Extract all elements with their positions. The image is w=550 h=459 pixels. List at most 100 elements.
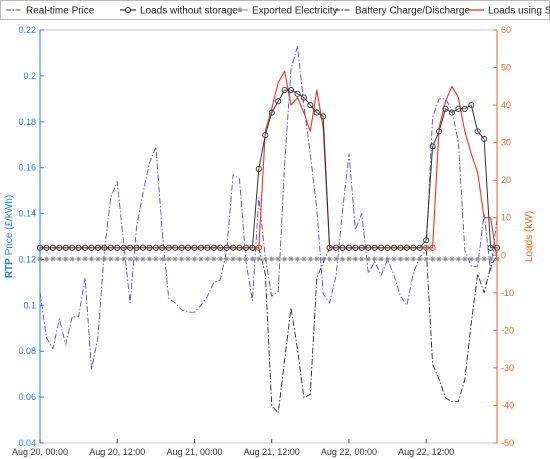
right-tick-label: -10 (501, 288, 514, 298)
exported-marker-d2 (250, 256, 255, 262)
loads-no-storage-point (416, 244, 423, 251)
exported-marker-d2 (198, 256, 203, 262)
legend-marker (124, 6, 132, 14)
left-tick-label: 0.04 (18, 438, 36, 448)
exported-point (237, 256, 243, 262)
loads-no-storage-point (481, 135, 488, 142)
exported-marker-d2 (488, 256, 493, 262)
exported-marker-d2 (379, 256, 384, 262)
exported-point (262, 256, 268, 262)
exported-marker-d2 (340, 256, 345, 262)
exported-point (288, 256, 294, 262)
exported-marker-d2 (295, 256, 300, 262)
loads-no-storage-point (262, 132, 269, 139)
exported-point (346, 256, 352, 262)
x-tick-label: Aug 22, 00:00 (321, 447, 377, 457)
exported-marker-d2 (366, 256, 371, 262)
exported-point (166, 256, 172, 262)
series-line-price (39, 45, 498, 371)
legend-label: Exported Electricity (252, 6, 338, 17)
exported-marker-d2 (256, 256, 261, 262)
exported-marker-d2 (346, 256, 352, 262)
exported-marker-d2 (211, 256, 216, 262)
exported-point (333, 256, 339, 262)
exported-marker-d2 (108, 256, 113, 262)
exported-marker-d2 (308, 256, 313, 262)
loads-no-storage-point (217, 244, 224, 251)
exported-marker-d2 (231, 256, 236, 262)
exported-marker-d2 (237, 256, 242, 262)
exported-point (224, 256, 230, 262)
exported-point (140, 256, 146, 262)
exported-point (82, 256, 88, 262)
x-tick-label: Aug 21, 12:00 (244, 447, 300, 457)
loads-no-storage-point (474, 128, 481, 135)
loads-no-storage-point (101, 244, 108, 251)
legend-marker-d2 (237, 7, 243, 13)
axes-layer: 0.04 0.06 0.08 0.1 0.12 0.14 0.16 0.18 0.2 0.22 -5… (4, 25, 535, 457)
left-tick-label: 0.06 (18, 392, 36, 402)
left-tick-label: 0.14 (18, 209, 36, 219)
exported-marker-d2 (173, 256, 178, 262)
exported-point (127, 256, 133, 262)
exported-point (468, 256, 474, 262)
exported-marker-d2 (359, 256, 364, 262)
exported-marker-d2 (192, 256, 197, 262)
series-layer (36, 45, 501, 414)
right-tick-label: 30 (501, 138, 511, 148)
loads-no-storage-point (127, 244, 134, 251)
exported-point (301, 256, 307, 262)
exported-marker-d2 (411, 256, 416, 262)
loads-no-storage-point (114, 244, 121, 251)
right-tick-label: 40 (501, 100, 511, 110)
exported-point (397, 256, 403, 262)
exported-point (217, 256, 223, 262)
loads-no-storage-point (236, 244, 243, 251)
exported-marker-d2 (372, 256, 377, 262)
left-tick-label: 0.08 (18, 346, 36, 356)
loads-no-storage-point (384, 244, 391, 251)
exported-point (404, 256, 410, 262)
exported-point (146, 256, 152, 262)
loads-no-storage-point (172, 244, 179, 251)
exported-marker-d2 (179, 256, 184, 262)
loads-no-storage-point (275, 98, 282, 105)
right-tick-label: -50 (501, 438, 514, 448)
loads-no-storage-point (313, 109, 320, 116)
loads-no-storage-point (436, 128, 443, 135)
exported-point (121, 256, 127, 262)
exported-point (88, 256, 94, 262)
x-tick-label: Aug 22, 12:00 (398, 447, 454, 457)
loads-no-storage-point (62, 244, 69, 251)
exported-point (249, 256, 255, 262)
legend-label: Loads using Storage (488, 6, 550, 17)
exported-marker-d2 (404, 256, 409, 262)
loads-no-storage-point (307, 102, 314, 109)
exported-point (191, 256, 197, 262)
loads-no-storage-point (326, 244, 333, 251)
right-tick-label: -20 (501, 325, 514, 335)
exported-marker-d2 (153, 256, 158, 262)
loads-no-storage-point (82, 244, 89, 251)
loads-no-storage-point (390, 244, 398, 251)
exported-marker-d2 (424, 256, 429, 262)
exported-point (443, 256, 449, 262)
loads-no-storage-point (197, 244, 204, 251)
loads-no-storage-point (455, 105, 462, 112)
right-tick-label: 50 (501, 63, 511, 73)
exported-marker-d2 (82, 256, 88, 262)
exported-point (95, 256, 101, 262)
loads-no-storage-point (423, 237, 430, 244)
exported-point (314, 256, 320, 262)
exported-marker-d2 (224, 256, 229, 262)
loads-no-storage-point (320, 113, 327, 120)
exported-marker-d2 (140, 256, 146, 262)
exported-point (391, 256, 397, 262)
loads-no-storage-point (94, 244, 101, 251)
loads-no-storage-point (178, 244, 185, 251)
exported-point (352, 256, 358, 262)
loads-no-storage-point (120, 244, 127, 251)
exported-point (307, 256, 313, 262)
loads-no-storage-point (429, 143, 436, 150)
loads-no-storage-point (461, 105, 468, 112)
